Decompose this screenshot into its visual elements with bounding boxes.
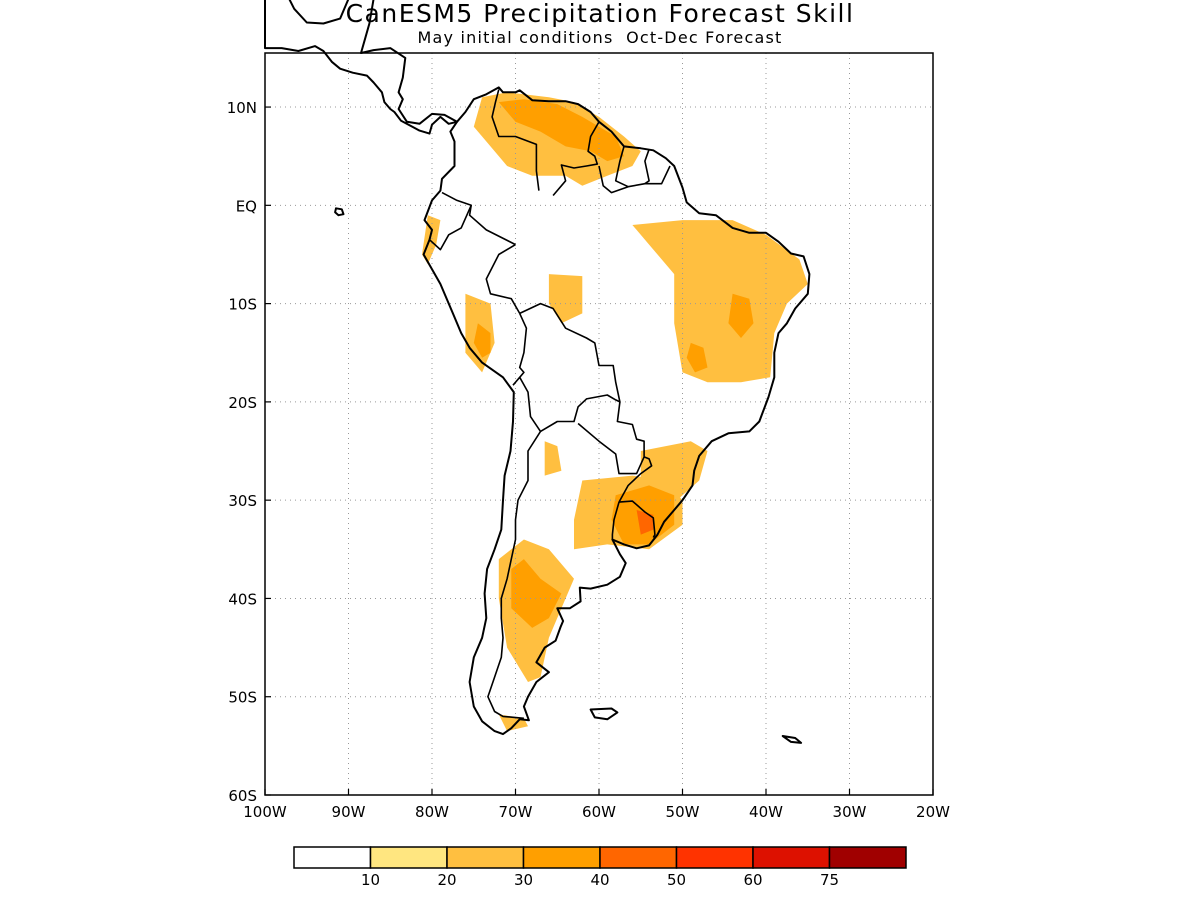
border-bolivia-argentina-paraguay [540,394,621,433]
lat-tick-label: 10S [228,296,257,314]
legend-label: 40 [590,871,609,889]
border-colombia-ecuador [441,191,516,246]
skill-region-ne-brazil-core [728,293,754,338]
axis-ticks: 100W 90W 80W 70W 60W 50W 40W 30W 20W 10N EQ 10S 20S 3… [227,99,950,821]
skill-region-peru-core [473,323,491,358]
coastline-central-america [264,0,458,135]
legend-label: 60 [743,871,762,889]
lat-tick-label: 30S [228,492,257,510]
skill-region-ne-brazil [632,220,808,383]
lon-tick-label: 60W [582,803,616,821]
coastline-south-america [422,86,811,736]
legend-label: 75 [820,871,839,889]
coastline-galapagos [334,207,345,217]
legend-swatch [675,846,754,869]
lon-tick-label: 100W [243,803,287,821]
legend-label: 20 [437,871,456,889]
skill-region-patagonia-core [511,559,562,628]
lon-tick-label: 50W [666,803,700,821]
lon-tick-label: 90W [332,803,366,821]
lon-tick-label: 80W [415,803,449,821]
lat-tick-label: 60S [228,787,257,805]
coastline-falklands [589,707,619,721]
legend-label: 10 [361,871,380,889]
skill-region-ecuador-coast [422,215,441,265]
border-ecuador-peru [428,204,472,251]
lon-tick-label: 70W [499,803,533,821]
skill-region-rondonia [548,274,583,324]
border-uruguay-border [618,500,656,538]
lon-tick-label: 20W [916,803,950,821]
lat-tick-label: 10N [227,99,257,117]
border-guyana-brazil [598,165,671,194]
legend-swatch [293,846,372,869]
lat-tick-label: 20S [228,394,257,412]
border-bolivia-brazil [519,302,621,403]
skill-region-salta [544,441,562,476]
borders-layer [428,89,671,720]
gridlines [265,53,933,795]
legend-swatch [752,846,831,869]
legend-label: 30 [514,871,533,889]
legend-swatch [828,846,907,869]
lon-tick-label: 30W [833,803,867,821]
lat-tick-label: EQ [236,197,257,215]
skill-region-goias-core [686,342,708,373]
legend-swatch [599,846,678,869]
skill-shading-layer [422,92,808,732]
map-subtitle: May initial conditions Oct-Dec Forecast [417,28,783,47]
color-legend: 10 20 30 40 50 60 75 [293,846,907,889]
border-argentina-brazil [618,456,653,503]
legend-swatch [522,846,601,869]
legend-swatch [446,846,525,869]
border-venezuela-guyana [552,121,600,197]
lat-tick-label: 50S [228,689,257,707]
border-chile-bolivia-argentina [487,376,542,720]
border-peru-bolivia [512,313,528,386]
map-title: CanESM5 Precipitation Forecast Skill [345,0,855,28]
coastline-south-georgia [781,735,803,744]
border-uruguay-river [611,501,620,540]
border-paraguay-argentina [577,422,645,475]
border-peru-brazil [485,243,521,314]
border-guyana-suriname [614,146,629,188]
lon-tick-label: 40W [749,803,783,821]
border-paraguay-brazil [616,401,645,457]
border-colombia-venezuela [491,89,540,191]
border-suriname-guiana [644,149,650,185]
skill-region-venezuela-core [498,99,624,162]
skill-region-uruguay-peak [636,510,654,535]
legend-label: 50 [667,871,686,889]
legend-swatch [369,846,448,869]
lat-tick-label: 40S [228,590,257,608]
coastlines-layer [264,0,811,744]
